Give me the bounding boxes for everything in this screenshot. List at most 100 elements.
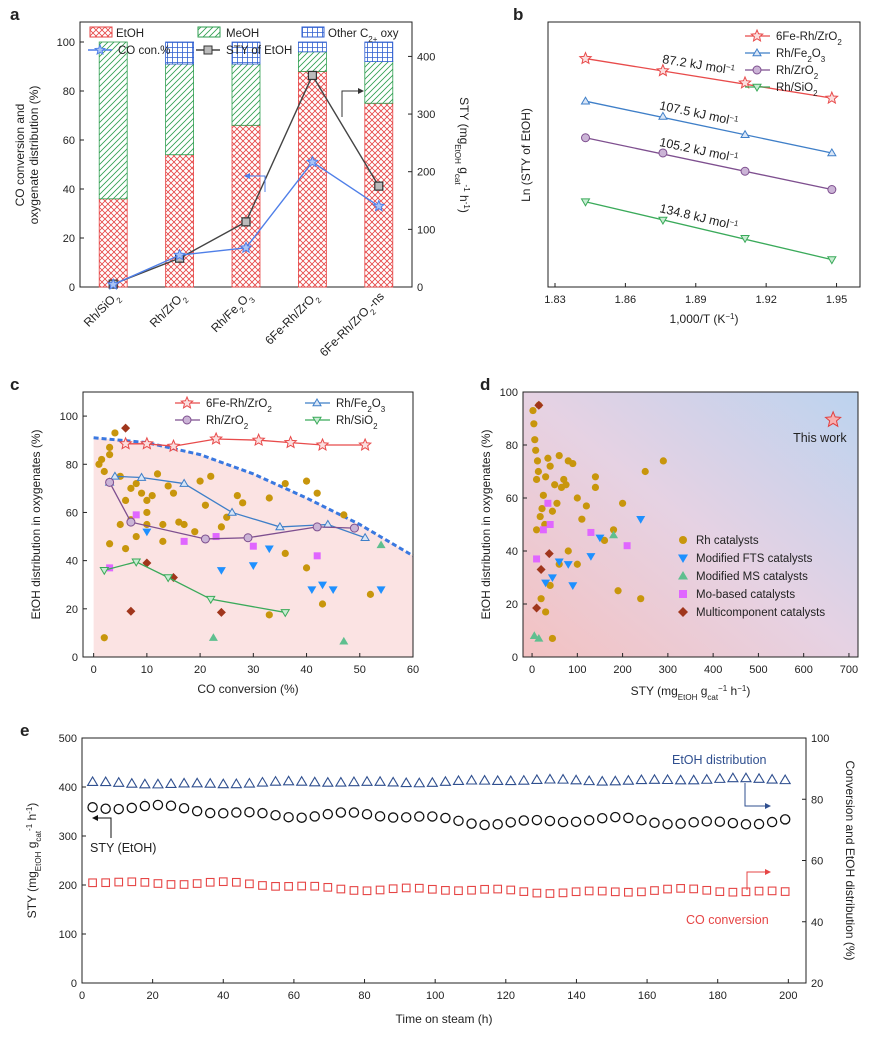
sty-annotation: STY (EtOH) <box>90 841 156 855</box>
y-tick-label: 60 <box>66 507 78 519</box>
y-axis-label-part: h <box>25 814 39 824</box>
arrowhead <box>244 173 250 179</box>
rh-catalyst-point <box>532 475 541 484</box>
rh-catalyst-point <box>143 508 151 517</box>
etoh-distribution-point <box>530 773 543 785</box>
series-point <box>139 436 154 450</box>
co-conversion-point <box>231 877 241 887</box>
legend-label: Rh/Fe2O3 <box>776 48 826 64</box>
x-tick-label: 40 <box>300 664 312 676</box>
y-axis-label: STY (mgEtOH gcat-1 h-1) <box>25 803 43 919</box>
legend-marker-mo <box>679 590 687 598</box>
rh-catalyst-point <box>196 477 204 485</box>
co-conversion-point <box>493 884 503 894</box>
sty-point <box>283 811 294 823</box>
series-point <box>315 437 330 451</box>
series-line <box>125 438 366 447</box>
y2-tick-label: 300 <box>417 109 435 121</box>
rh-catalyst-point <box>121 544 130 553</box>
multicomponent-point <box>216 607 226 617</box>
rh-catalyst-point <box>591 483 600 491</box>
etoh-distribution-point <box>178 777 191 788</box>
sty-point <box>701 816 713 827</box>
etoh-bar <box>231 124 261 288</box>
y-axis-label-part: -1 <box>25 806 34 814</box>
legend-label-part: Rh/Fe <box>776 48 807 60</box>
meoh-bar <box>297 51 327 72</box>
legend-label-part: Rh/ZrO <box>776 65 814 77</box>
sty-point <box>649 817 660 829</box>
data-point <box>578 51 593 65</box>
co-conversion-point <box>624 887 633 897</box>
etoh-distribution-point <box>361 775 373 786</box>
etoh-distribution-point <box>99 775 112 787</box>
rh-catalyst-point <box>180 520 188 529</box>
series-point <box>179 478 190 487</box>
x-tick-label: 10 <box>141 664 153 676</box>
co-conversion-point <box>297 881 307 891</box>
co-conversion-point <box>728 887 738 897</box>
legend-label: Rh/ZrO2 <box>206 415 249 431</box>
rh-catalyst-point <box>546 581 554 590</box>
x-category-label-part: 2 <box>368 307 378 317</box>
arrow-to-right-axis <box>341 90 358 117</box>
rh-catalyst-point <box>191 528 199 536</box>
etoh-distribution-point <box>726 772 739 783</box>
series-point <box>227 507 237 516</box>
etoh-distribution-point <box>439 775 452 786</box>
x-tick-label: 160 <box>638 990 656 1002</box>
x-axis-label-part: h <box>727 684 737 698</box>
sty-point <box>570 816 582 828</box>
rh-catalyst-point <box>281 479 289 488</box>
rh-catalyst-point <box>302 564 311 572</box>
x-tick-label: 1.89 <box>685 294 706 306</box>
y-axis-label-part: EtOH <box>34 851 43 871</box>
fts-catalyst-point <box>586 553 596 561</box>
series-point <box>105 477 115 487</box>
legend-label-part: Rh/Fe <box>336 398 367 410</box>
x-tick-label: 60 <box>288 990 300 1002</box>
rh-catalyst-point <box>100 634 108 642</box>
series-point <box>243 533 253 543</box>
series-point <box>136 472 147 481</box>
x-tick-label: 200 <box>779 990 797 1002</box>
x-tick-label: 500 <box>749 664 767 676</box>
rh-catalyst-point <box>637 595 645 603</box>
legend-label: Rh/SiO2 <box>336 415 378 431</box>
y2-tick-label: 200 <box>417 167 435 179</box>
y-axis-label: EtOH distribution in oxygenates (%) <box>29 429 43 619</box>
y-axis-label-part: cat <box>34 830 43 841</box>
fts-catalyst-point <box>554 558 564 567</box>
sty-point <box>479 819 490 831</box>
rh-catalyst-point <box>132 532 140 541</box>
series-point <box>118 436 133 450</box>
sty-arrow <box>98 817 112 838</box>
rh-catalyst-point <box>318 600 327 608</box>
x-tick-label: 40 <box>217 990 229 1002</box>
rh-catalyst-point <box>529 406 537 415</box>
rh-catalyst-point <box>539 491 547 499</box>
y2-tick-label: 20 <box>811 978 823 990</box>
co-conversion-point <box>88 878 97 888</box>
y-tick-label: 100 <box>57 37 75 49</box>
sty-point <box>740 819 752 830</box>
legend-label: Rh catalysts <box>696 535 759 547</box>
etoh-distribution-point <box>452 774 465 785</box>
fit-line <box>585 201 832 261</box>
activation-energy-label-part: −1 <box>725 62 736 72</box>
series-line <box>109 482 355 540</box>
series-point <box>163 574 174 583</box>
co-conversion-point <box>106 277 120 291</box>
sty-point <box>753 818 765 830</box>
mo-catalyst-point <box>533 555 541 563</box>
rh-catalyst-point <box>548 507 557 515</box>
legend-label: Multicomponent catalysts <box>696 607 825 619</box>
mo-catalyst-point <box>546 521 554 528</box>
sty-point <box>387 812 399 823</box>
rh-catalyst-point <box>546 462 554 470</box>
legend-marker <box>312 416 322 425</box>
sty-point <box>126 802 138 814</box>
sty-point <box>505 817 516 828</box>
